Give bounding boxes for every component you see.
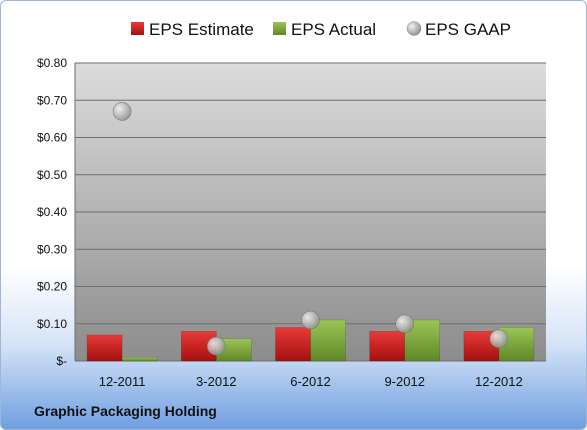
point-eps-gaap-6-2012: [301, 310, 320, 330]
y-tick-label: $0.80: [37, 56, 67, 70]
x-tick-label: 9-2012: [384, 374, 424, 389]
bar-eps-estimate-9-2012: [369, 330, 405, 362]
legend-item-eps-actual: EPS Actual: [273, 20, 376, 39]
y-tick-label: $0.70: [37, 93, 67, 107]
x-tick-label: 12-2011: [99, 374, 146, 389]
x-tick-label: 3-2012: [196, 374, 236, 389]
point-eps-gaap-12-2011: [112, 102, 132, 121]
x-tick-label: 6-2012: [290, 374, 330, 389]
legend-label: EPS Actual: [291, 20, 376, 39]
x-axis: 12-2011 3-2012 6-2012 9-2012 12-2012: [99, 374, 523, 389]
y-axis: $0.80 $0.70 $0.60 $0.50 $0.40 $0.30 $0.20 $0.10…: [37, 56, 76, 368]
legend-label: EPS GAAP: [425, 20, 511, 39]
point-eps-gaap-9-2012: [395, 314, 415, 334]
y-tick-label: $0.10: [37, 317, 67, 331]
bar-eps-actual-12-2011: [121, 357, 158, 362]
bar-eps-estimate-6-2012: [275, 327, 311, 362]
y-tick-label: $0.50: [37, 168, 67, 182]
legend-item-eps-gaap: EPS GAAP: [406, 20, 511, 39]
legend: EPS Estimate EPS Actual EPS GAAP: [131, 20, 511, 39]
bar-eps-estimate-12-2011: [86, 334, 123, 362]
point-eps-gaap-12-2012: [489, 329, 509, 348]
company-name: Graphic Packaging Holding: [34, 403, 217, 419]
y-tick-label: $0.40: [37, 205, 67, 219]
y-tick-label: $0.30: [37, 242, 67, 256]
legend-item-eps-estimate: EPS Estimate: [131, 20, 254, 39]
legend-label: EPS Estimate: [149, 20, 254, 39]
y-tick-label: $-: [56, 354, 67, 368]
legend-swatch: [273, 22, 286, 35]
point-eps-gaap-3-2012: [207, 336, 226, 356]
legend-swatch: [131, 22, 144, 35]
legend-swatch: [406, 21, 422, 36]
y-tick-label: $0.60: [37, 131, 67, 145]
plot-area: [75, 62, 546, 362]
y-tick-label: $0.20: [37, 280, 67, 294]
x-tick-label: 12-2012: [475, 374, 523, 389]
